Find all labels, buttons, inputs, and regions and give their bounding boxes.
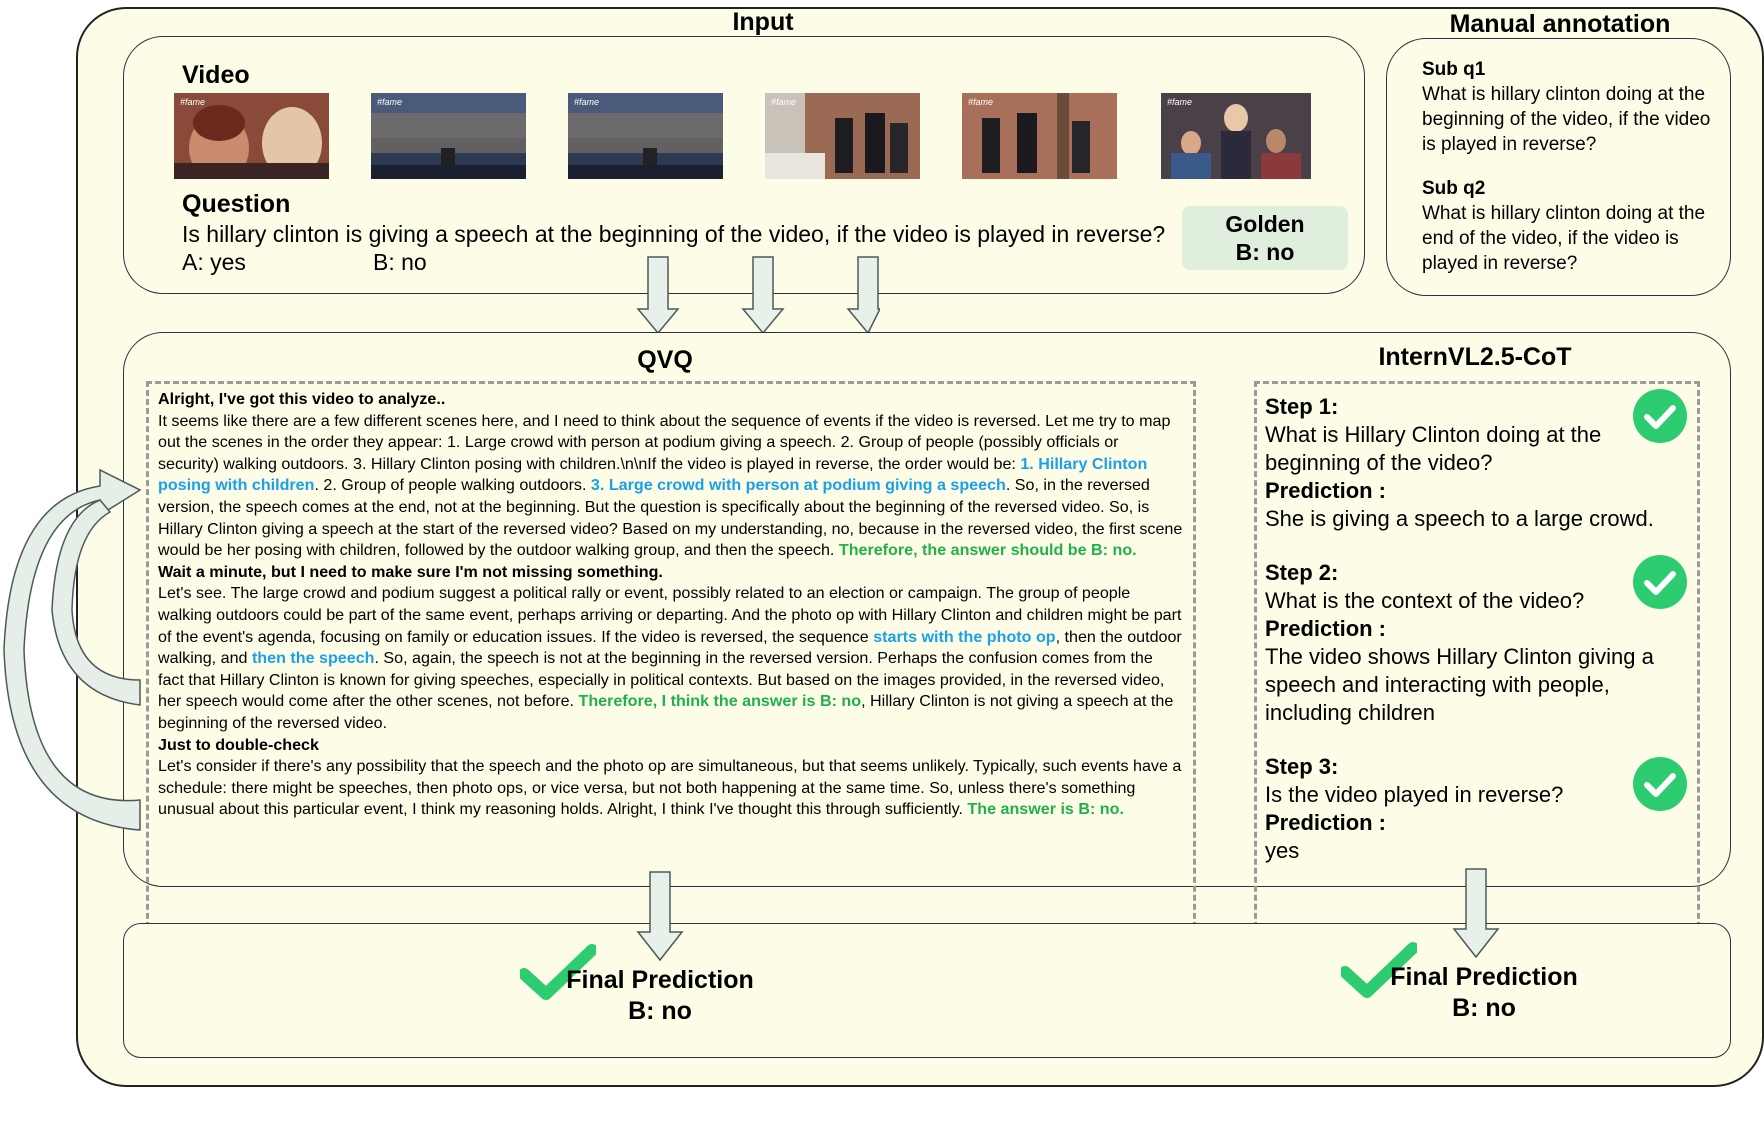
reasoning-panel — [123, 332, 1731, 887]
sub-q1-text: What is hillary clinton doing at the beg… — [1422, 84, 1711, 155]
big-checkmark-icon — [1341, 942, 1417, 998]
sub-q2-text: What is hillary clinton doing at the end… — [1422, 203, 1706, 274]
qvq-final-arrow — [636, 871, 684, 962]
step-3-label: Step 3: — [1265, 754, 1339, 779]
qvq-para2: Let's see. The large crowd and podium su… — [158, 583, 1183, 734]
frame-watermark: #fame — [377, 97, 403, 107]
down-arrow-icon — [846, 256, 880, 335]
qvq-para1-highlight-2: 3. Large crowd with person at podium giv… — [590, 476, 1006, 495]
video-frame-6: #fame — [1161, 93, 1311, 179]
golden-answer-box: Golden B: no — [1182, 206, 1348, 270]
frame-watermark: #fame — [968, 97, 994, 107]
qvq-final-prediction: Final Prediction B: no — [560, 965, 760, 1027]
down-arrow-icon — [741, 256, 785, 335]
qvq-para2-text-c: . So, again, the speech is not at the be… — [158, 649, 1165, 711]
qvq-para3-answer: The answer is B: no. — [967, 800, 1124, 819]
step-1-label: Step 1: — [1265, 394, 1339, 419]
check-circle-icon — [1633, 555, 1687, 609]
check-circle-icon — [1633, 389, 1687, 443]
internvl-final-arrow — [1452, 868, 1500, 959]
frame-watermark: #fame — [771, 97, 797, 107]
qvq-para2-text-b: , then the outdoor walking, and — [158, 627, 1182, 668]
question-label: Question — [182, 190, 291, 218]
curved-arrow-icon — [3, 468, 142, 831]
sub-q1-label: Sub q1 — [1422, 59, 1486, 80]
golden-label: Golden — [1225, 211, 1305, 237]
qvq-para1-heading: Alright, I've got this video to analyze.… — [158, 390, 446, 408]
frame-watermark: #fame — [1167, 97, 1193, 107]
video-frame-5: #fame — [962, 93, 1117, 179]
question-text: Is hillary clinton is giving a speech at… — [182, 221, 1166, 247]
step-3-question: Is the video played in reverse? — [1265, 782, 1564, 807]
frame-watermark: #fame — [574, 97, 600, 107]
video-label: Video — [182, 61, 250, 89]
qvq-para1-highlight-1: 1. Hillary Clinton posing with children — [158, 454, 1148, 495]
step-3-prediction: yes — [1265, 838, 1300, 863]
curved-arrow-icon — [51, 499, 141, 706]
check-circle-icon — [1633, 757, 1687, 811]
qvq-para1-text-b: . 2. Group of people walking outdoors. — [314, 476, 591, 495]
video-frame-3: #fame — [568, 93, 723, 179]
video-frame-4: #fame — [765, 93, 920, 179]
internvl-final-value: B: no — [1452, 994, 1516, 1022]
input-header: Input — [732, 8, 794, 36]
qvq-para3-heading: Just to double-check — [158, 735, 319, 754]
sub-q2-label: Sub q2 — [1422, 178, 1486, 199]
manual-annotation-content: Sub q1 What is hillary clinton doing at … — [1422, 57, 1712, 276]
step-2-prediction-label: Prediction : — [1265, 616, 1387, 641]
qvq-para3-text-a: Let's consider if there's any possibilit… — [158, 757, 1182, 819]
internvl-step-3: Step 3: Is the video played in reverse? … — [1265, 753, 1685, 865]
frame-watermark: #fame — [180, 97, 206, 107]
qvq-final-value: B: no — [628, 997, 692, 1025]
internvl-final-label: Final Prediction — [1390, 963, 1578, 991]
qvq-para2-highlight-2: then the speech — [251, 649, 375, 668]
step-2-question: What is the context of the video? — [1265, 588, 1585, 613]
qvq-para2-text-d: , Hillary Clinton is not giving a speech… — [158, 692, 1174, 732]
down-arrow-icon — [636, 256, 680, 335]
video-frame-1: #fame — [174, 93, 329, 179]
internvl-step-1: Step 1: What is Hillary Clinton doing at… — [1265, 393, 1685, 533]
golden-value: B: no — [1235, 239, 1295, 265]
video-frame-2: #fame — [371, 93, 526, 179]
step-1-prediction-label: Prediction : — [1265, 478, 1387, 503]
option-a: A: yes — [182, 249, 246, 275]
qvq-para2-text-a: Let's see. The large crowd and podium su… — [158, 584, 1182, 646]
internvl-final-prediction: Final Prediction B: no — [1384, 962, 1584, 1024]
final-prediction-panel — [123, 923, 1731, 1058]
step-2-label: Step 2: — [1265, 560, 1339, 585]
option-b: B: no — [373, 249, 427, 275]
qvq-title: QVQ — [637, 346, 693, 374]
internvl-title: InternVL2.5-CoT — [1378, 343, 1572, 371]
qvq-para2-heading: Wait a minute, but I need to make sure I… — [158, 562, 663, 581]
big-checkmark-icon — [520, 944, 596, 1000]
qvq-para1-text-a: It seems like there are a few different … — [158, 411, 1171, 473]
qvq-para1-text-c: . So, in the reversed version, the speec… — [158, 476, 1183, 560]
input-down-arrows — [636, 256, 880, 335]
manual-annotation-header: Manual annotation — [1449, 10, 1671, 38]
down-arrow-icon — [1452, 868, 1500, 959]
step-2-prediction: The video shows Hillary Clinton giving a… — [1265, 644, 1654, 725]
reflection-arrows — [3, 468, 142, 831]
qvq-para3: Let's consider if there's any possibilit… — [158, 756, 1183, 821]
step-3-prediction-label: Prediction : — [1265, 810, 1387, 835]
qvq-final-label: Final Prediction — [566, 966, 754, 994]
qvq-para2-answer: Therefore, I think the answer is B: no — [578, 692, 862, 711]
down-arrow-icon — [636, 871, 684, 962]
qvq-reasoning-text: Alright, I've got this video to analyze.… — [158, 389, 1183, 821]
qvq-para1: It seems like there are a few different … — [158, 411, 1183, 562]
qvq-para1-answer: Therefore, the answer should be B: no. — [838, 541, 1137, 560]
internvl-step-2: Step 2: What is the context of the video… — [1265, 559, 1685, 727]
step-1-question: What is Hillary Clinton doing at the beg… — [1265, 422, 1602, 475]
qvq-para2-highlight-1: starts with the photo op — [873, 627, 1056, 646]
input-panel — [123, 36, 1365, 294]
manual-annotation-panel — [1386, 38, 1731, 296]
step-1-prediction: She is giving a speech to a large crowd. — [1265, 506, 1654, 531]
